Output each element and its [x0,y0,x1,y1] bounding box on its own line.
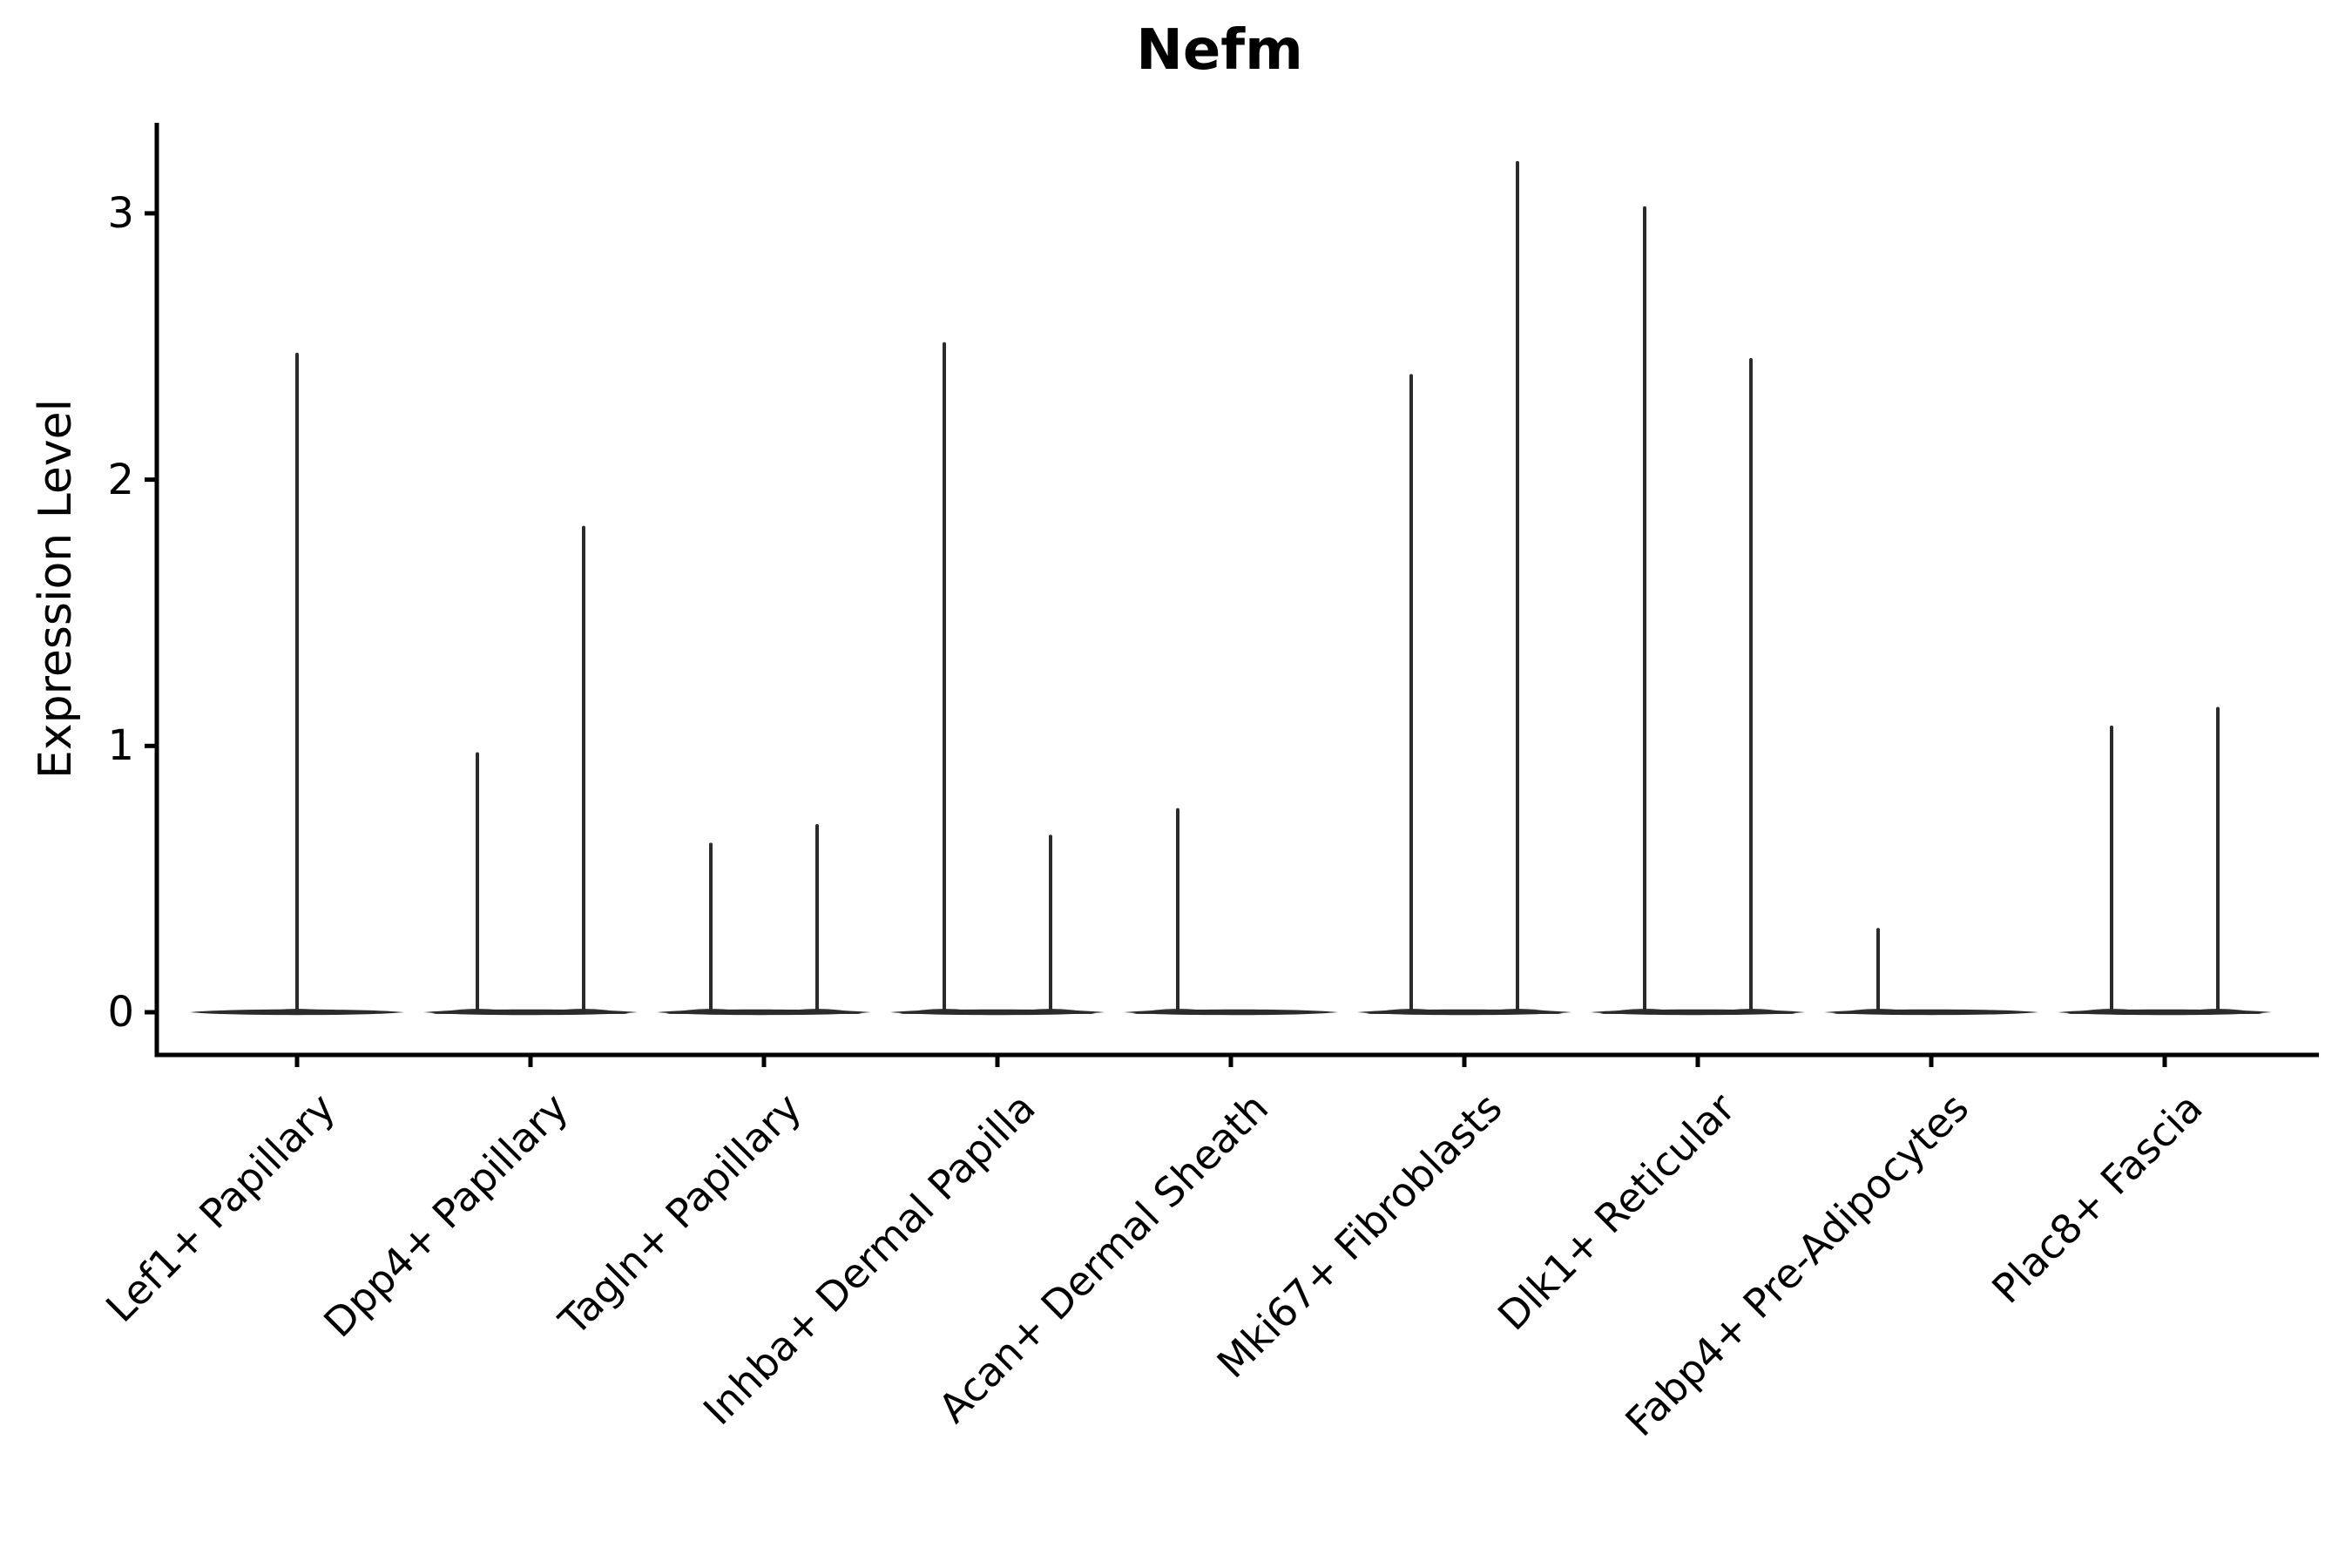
y-tick-label: 2 [107,455,134,504]
y-tick-label: 3 [107,188,134,238]
plot-title: Nefm [1136,18,1303,83]
y-tick-label: 1 [107,721,134,771]
y-tick-label: 0 [107,988,134,1037]
